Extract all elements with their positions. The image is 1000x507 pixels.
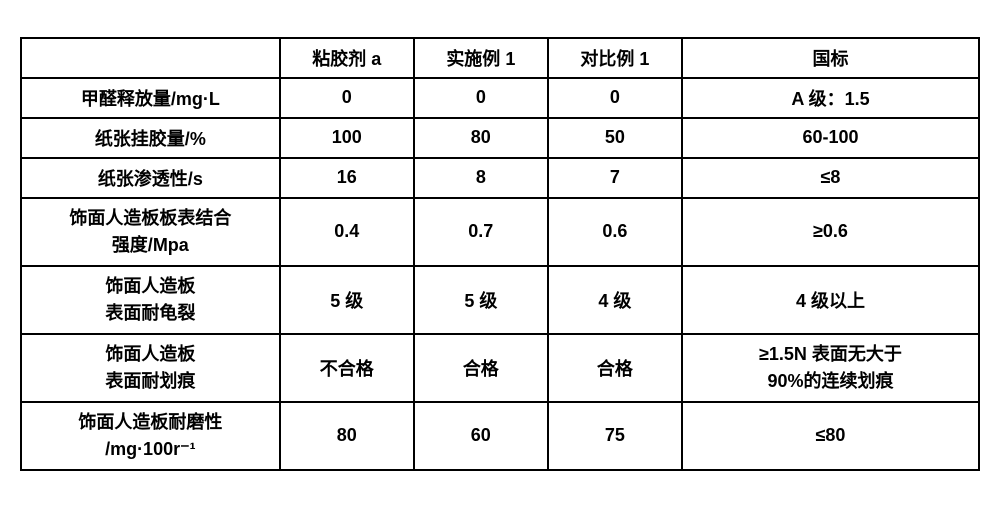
table-row: 甲醛释放量/mg·L 0 0 0 A 级：1.5: [21, 78, 979, 118]
cell: 0: [414, 78, 548, 118]
cell: 合格: [414, 334, 548, 402]
header-cell-blank: [21, 38, 280, 78]
table-body: 甲醛释放量/mg·L 0 0 0 A 级：1.5 纸张挂胶量/% 100 80 …: [21, 78, 979, 470]
cell: 80: [280, 402, 414, 470]
cell: 5 级: [414, 266, 548, 334]
row-label: 饰面人造板表面耐龟裂: [21, 266, 280, 334]
cell: 0: [548, 78, 682, 118]
cell: 0: [280, 78, 414, 118]
table-row: 饰面人造板表面耐划痕 不合格 合格 合格 ≥1.5N 表面无大于90%的连续划痕: [21, 334, 979, 402]
cell: 60-100: [682, 118, 979, 158]
table-row: 纸张挂胶量/% 100 80 50 60-100: [21, 118, 979, 158]
header-cell-adhesive-a: 粘胶剂 a: [280, 38, 414, 78]
cell: ≥1.5N 表面无大于90%的连续划痕: [682, 334, 979, 402]
table-row: 饰面人造板耐磨性/mg·100r⁻¹ 80 60 75 ≤80: [21, 402, 979, 470]
cell: ≤8: [682, 158, 979, 198]
row-label: 饰面人造板耐磨性/mg·100r⁻¹: [21, 402, 280, 470]
cell: 不合格: [280, 334, 414, 402]
cell: 合格: [548, 334, 682, 402]
table-header-row: 粘胶剂 a 实施例 1 对比例 1 国标: [21, 38, 979, 78]
cell: ≤80: [682, 402, 979, 470]
cell: 7: [548, 158, 682, 198]
cell: ≥0.6: [682, 198, 979, 266]
header-cell-comparative-1: 对比例 1: [548, 38, 682, 78]
header-cell-national-standard: 国标: [682, 38, 979, 78]
row-label: 纸张挂胶量/%: [21, 118, 280, 158]
row-label: 纸张渗透性/s: [21, 158, 280, 198]
cell: 50: [548, 118, 682, 158]
cell: 4 级以上: [682, 266, 979, 334]
table-row: 饰面人造板板表结合强度/Mpa 0.4 0.7 0.6 ≥0.6: [21, 198, 979, 266]
cell: 75: [548, 402, 682, 470]
cell: 80: [414, 118, 548, 158]
cell: 4 级: [548, 266, 682, 334]
cell: 5 级: [280, 266, 414, 334]
table-row: 饰面人造板表面耐龟裂 5 级 5 级 4 级 4 级以上: [21, 266, 979, 334]
header-cell-example-1: 实施例 1: [414, 38, 548, 78]
cell: A 级：1.5: [682, 78, 979, 118]
cell: 0.4: [280, 198, 414, 266]
cell: 60: [414, 402, 548, 470]
data-table: 粘胶剂 a 实施例 1 对比例 1 国标 甲醛释放量/mg·L 0 0 0 A …: [20, 37, 980, 471]
row-label: 饰面人造板板表结合强度/Mpa: [21, 198, 280, 266]
row-label: 饰面人造板表面耐划痕: [21, 334, 280, 402]
cell: 8: [414, 158, 548, 198]
row-label: 甲醛释放量/mg·L: [21, 78, 280, 118]
table-row: 纸张渗透性/s 16 8 7 ≤8: [21, 158, 979, 198]
cell: 0.6: [548, 198, 682, 266]
cell: 0.7: [414, 198, 548, 266]
cell: 16: [280, 158, 414, 198]
cell: 100: [280, 118, 414, 158]
